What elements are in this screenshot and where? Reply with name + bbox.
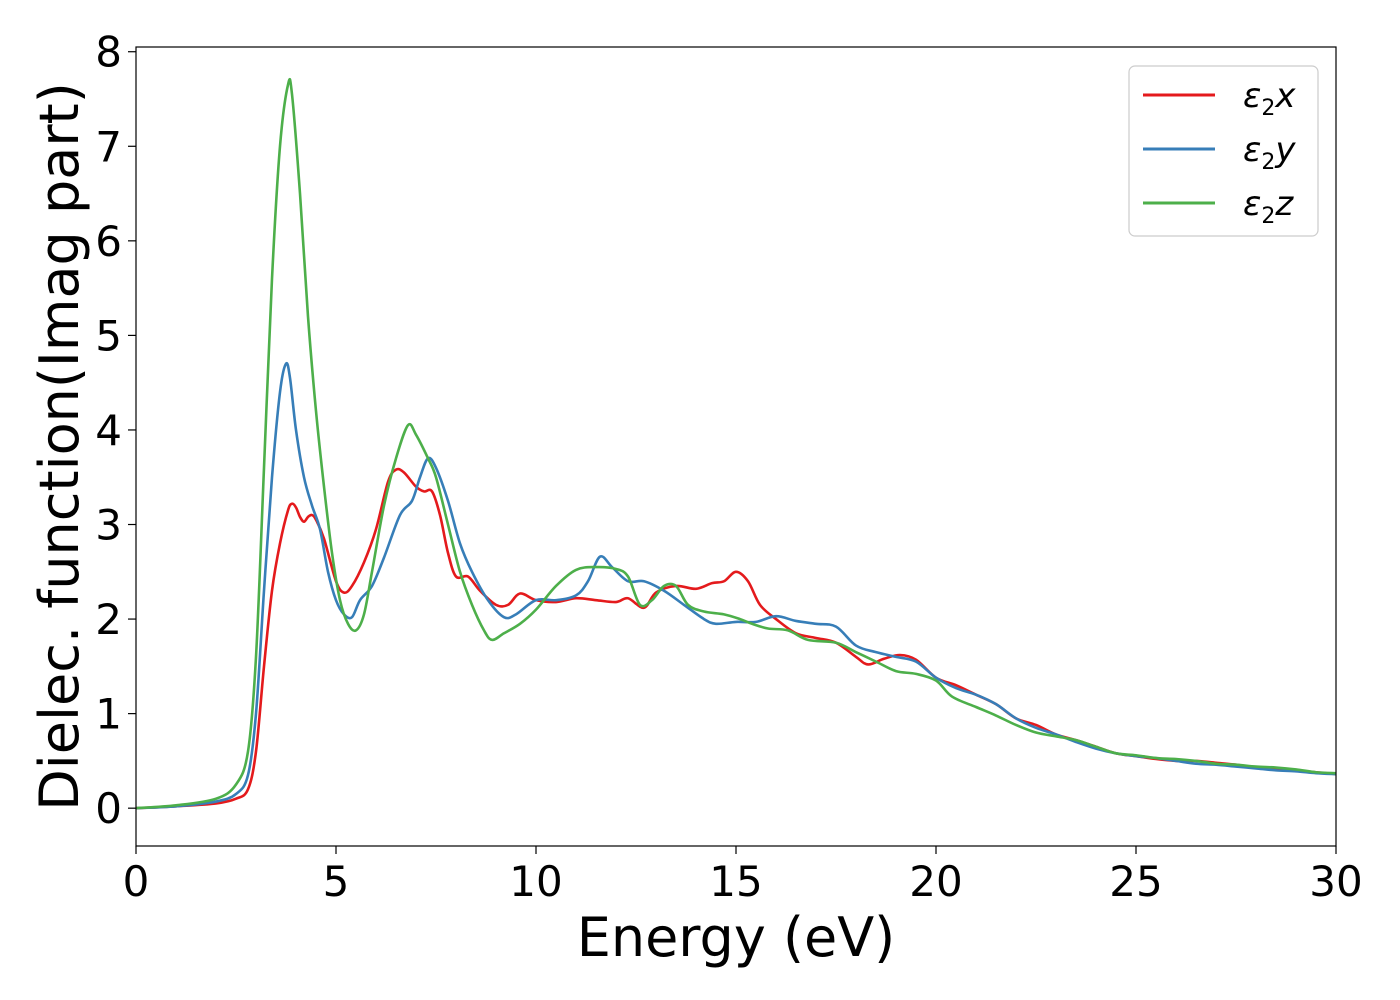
legend-label-x: ε2x (1243, 76, 1296, 121)
x-tick-label: 30 (1309, 857, 1362, 906)
legend-box (1128, 65, 1319, 237)
legend-subscript: 2 (1261, 204, 1275, 229)
x-axis-title: Energy (eV) (577, 906, 896, 969)
legend-symbol: ε (1243, 76, 1261, 116)
series-lines (135, 77, 1337, 810)
legend-label-z: ε2z (1243, 184, 1294, 229)
y-tick-label: 6 (95, 217, 122, 266)
series-line-y (135, 361, 1337, 810)
plot-frame (135, 46, 1337, 847)
axis-ticks: 0 5 10 15 20 25 30 0 1 2 3 4 5 6 7 8 (95, 28, 1362, 906)
y-tick-label: 4 (95, 406, 122, 455)
y-tick-label: 8 (95, 28, 122, 77)
y-tick-label: 0 (95, 784, 122, 833)
series-line-z (135, 77, 1337, 810)
legend-symbol: ε (1243, 130, 1261, 170)
y-tick-label: 3 (95, 501, 122, 550)
legend-label-y: ε2y (1243, 130, 1296, 175)
legend-component: z (1274, 184, 1294, 224)
x-tick-label: 0 (123, 857, 150, 906)
y-tick-label: 2 (95, 595, 122, 644)
y-tick-label: 1 (95, 690, 122, 739)
legend-subscript: 2 (1261, 150, 1275, 175)
x-tick-label: 10 (509, 857, 562, 906)
x-tick-label: 5 (323, 857, 350, 906)
legend-symbol: ε (1243, 184, 1261, 224)
x-tick-label: 15 (709, 857, 762, 906)
legend-component: y (1274, 130, 1296, 170)
legend-component: x (1274, 76, 1296, 116)
x-tick-label: 25 (1109, 857, 1162, 906)
legend-subscript: 2 (1261, 96, 1275, 121)
y-tick-label: 5 (95, 311, 122, 360)
x-tick-label: 20 (909, 857, 962, 906)
y-axis-title: Dielec. function(Imag part) (28, 82, 91, 811)
y-tick-label: 7 (95, 122, 122, 171)
